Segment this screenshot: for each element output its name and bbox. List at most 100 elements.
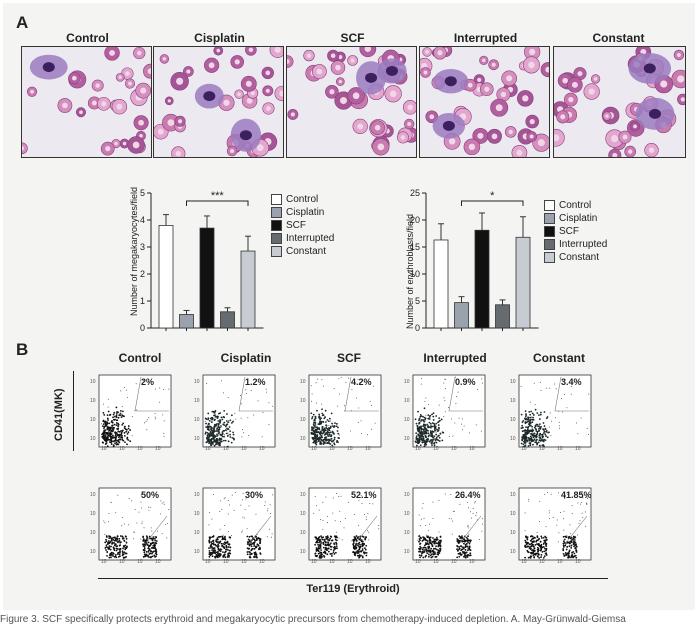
event-dot [208, 539, 211, 542]
event-dot [115, 424, 118, 427]
cell-center [389, 90, 397, 98]
event-dot [530, 438, 533, 441]
event-dot [545, 554, 548, 556]
event-dot [522, 419, 525, 422]
event-dot [147, 547, 150, 550]
event-dot [338, 437, 340, 440]
event-dot [570, 555, 573, 558]
event-dot [109, 431, 112, 434]
event-dot [143, 551, 146, 554]
event-dot [431, 545, 434, 547]
event-dot [214, 440, 217, 443]
event-dot [337, 423, 339, 425]
event-dot [581, 512, 583, 514]
event-dot [548, 512, 550, 514]
event-dot [433, 429, 436, 431]
event-dot [317, 538, 319, 541]
event-dot [127, 439, 130, 441]
event-dot [210, 536, 212, 539]
event-dot [213, 444, 216, 447]
event-dot [538, 414, 540, 417]
event-dot [432, 501, 434, 503]
event-dot [538, 434, 541, 437]
event-dot [317, 548, 320, 550]
event-dot [143, 553, 146, 556]
event-dot [456, 549, 459, 552]
event-dot [437, 439, 440, 442]
y-tick-label: 10 [90, 398, 96, 404]
event-dot [457, 552, 460, 555]
event-dot [538, 444, 541, 447]
event-dot [574, 554, 577, 557]
cell-center [139, 133, 143, 138]
event-dot [527, 556, 530, 559]
flow-label-scf: SCF [337, 351, 361, 365]
cell-center [22, 146, 25, 151]
cell-center [30, 89, 34, 94]
event-dot [428, 545, 430, 548]
event-dot [113, 436, 116, 439]
event-dot [250, 549, 253, 552]
event-dot [129, 440, 132, 443]
event-dot [254, 546, 257, 549]
event-dot [117, 555, 120, 558]
event-dot [534, 425, 537, 428]
event-dot [122, 547, 124, 550]
event-dot [154, 413, 156, 415]
event-dot [102, 423, 105, 426]
event-dot [140, 538, 142, 540]
event-dot [543, 430, 546, 433]
event-dot [435, 441, 438, 444]
event-dot [112, 538, 115, 541]
event-dot [253, 555, 256, 558]
event-dot [228, 421, 230, 423]
event-dot [464, 556, 467, 559]
event-dot [316, 434, 319, 437]
event-dot [425, 431, 428, 434]
event-dot [232, 437, 235, 440]
event-dot [371, 404, 373, 406]
event-dot [227, 397, 229, 399]
event-dot [227, 531, 229, 533]
event-dot [543, 550, 546, 553]
event-dot [313, 512, 315, 514]
x-tick-label: 10 [241, 446, 247, 451]
event-dot [217, 420, 220, 422]
event-dot [333, 438, 336, 441]
event-dot [314, 543, 317, 546]
event-dot [448, 407, 450, 409]
event-dot [358, 407, 360, 409]
y-tick-label: 10 [194, 549, 200, 555]
event-dot [161, 533, 163, 535]
event-dot [315, 402, 317, 404]
event-dot [151, 555, 154, 558]
cell-center [588, 88, 595, 95]
cell-center [529, 134, 534, 139]
y-tick-label: 10 [300, 436, 306, 442]
event-dot [572, 543, 575, 545]
event-dot [212, 542, 215, 544]
event-dot [556, 519, 558, 521]
event-dot [435, 536, 438, 539]
event-dot [317, 431, 320, 434]
event-dot [109, 548, 112, 551]
event-dot [372, 497, 374, 499]
event-dot [360, 539, 363, 541]
event-dot [437, 424, 440, 426]
event-dot [329, 535, 332, 538]
megakaryocyte-nucleus [444, 76, 457, 87]
event-dot [225, 424, 228, 427]
event-dot [427, 414, 430, 417]
y-tick-label: 5 [140, 188, 145, 198]
event-dot [474, 501, 476, 503]
event-dot [419, 550, 421, 553]
event-dot [425, 524, 427, 526]
event-dot [234, 492, 236, 494]
event-dot [438, 436, 441, 439]
y-tick-label: 10 [90, 436, 96, 442]
cell-center [157, 128, 164, 135]
event-dot [565, 548, 568, 551]
y-tick-label: 10 [404, 417, 410, 423]
x-tick-label: 10 [137, 446, 143, 451]
event-dot [549, 518, 551, 520]
